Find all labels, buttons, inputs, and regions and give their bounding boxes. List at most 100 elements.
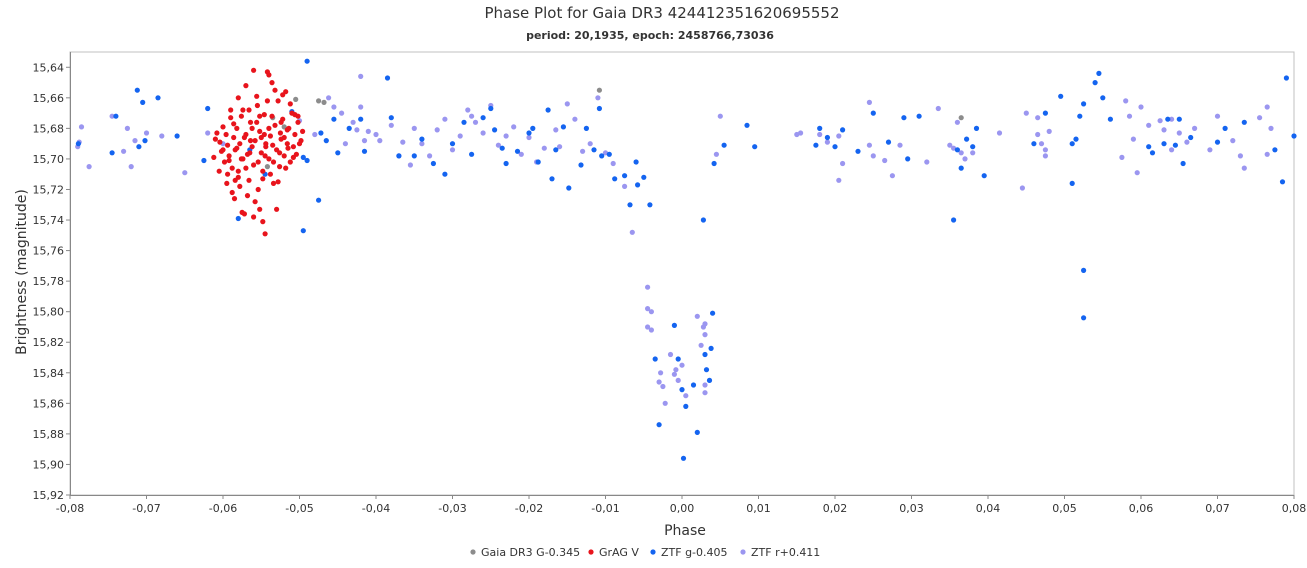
data-point xyxy=(817,125,823,131)
data-point xyxy=(287,101,293,107)
data-point xyxy=(1172,142,1178,148)
data-point xyxy=(700,217,707,223)
chart-title: Phase Plot for Gaia DR3 4244123516206955… xyxy=(485,4,840,22)
data-point xyxy=(526,130,532,136)
data-point xyxy=(671,322,678,328)
series-group xyxy=(211,67,306,237)
data-point xyxy=(220,147,226,153)
data-point xyxy=(645,306,651,312)
data-point xyxy=(564,101,570,107)
data-point xyxy=(469,113,475,119)
data-point xyxy=(284,127,290,133)
data-point xyxy=(702,321,708,327)
data-point xyxy=(1176,130,1182,136)
data-point xyxy=(1192,125,1198,131)
data-point xyxy=(449,147,456,153)
data-point xyxy=(1073,136,1079,142)
data-point xyxy=(675,356,681,362)
data-point xyxy=(287,159,293,165)
data-point xyxy=(702,382,708,388)
data-point xyxy=(1019,185,1025,191)
data-point xyxy=(257,113,263,119)
data-point xyxy=(675,377,681,383)
data-point xyxy=(419,136,425,142)
y-tick-label: 15,72 xyxy=(33,183,65,196)
legend-marker xyxy=(650,549,656,555)
data-point xyxy=(224,180,230,186)
data-point xyxy=(260,168,266,174)
data-point xyxy=(143,130,150,136)
legend-label: ZTF g-0.405 xyxy=(661,546,728,559)
data-point xyxy=(947,142,953,148)
data-point xyxy=(229,189,235,196)
data-point xyxy=(201,157,207,164)
data-point xyxy=(292,131,298,138)
data-point xyxy=(503,160,509,167)
data-point xyxy=(599,153,605,159)
y-tick-label: 15,74 xyxy=(33,214,65,227)
series-group xyxy=(75,73,1274,406)
data-point xyxy=(824,134,831,141)
data-point xyxy=(266,72,272,78)
data-point xyxy=(1157,118,1163,124)
data-point xyxy=(897,142,903,148)
data-point xyxy=(388,122,394,128)
data-point xyxy=(1096,70,1102,76)
data-point xyxy=(1081,267,1087,273)
data-point xyxy=(121,148,127,154)
data-point xyxy=(266,125,272,131)
data-point xyxy=(373,131,379,138)
data-point xyxy=(958,150,964,156)
data-point xyxy=(1081,315,1087,321)
data-point xyxy=(645,284,651,290)
data-point xyxy=(647,202,653,208)
x-tick-label: 0,04 xyxy=(976,502,1001,515)
data-point xyxy=(361,138,368,144)
data-point xyxy=(1138,104,1144,110)
data-point xyxy=(361,148,368,154)
data-point xyxy=(277,130,283,136)
data-point xyxy=(1264,151,1270,157)
data-point xyxy=(266,156,272,162)
data-point xyxy=(293,96,299,102)
data-point xyxy=(241,134,247,141)
data-point xyxy=(257,206,263,212)
data-point xyxy=(591,147,597,153)
data-point xyxy=(346,125,352,131)
data-point xyxy=(836,133,842,139)
data-point xyxy=(518,151,524,157)
data-point xyxy=(235,215,241,222)
data-point xyxy=(254,93,260,99)
y-tick-label: 15,92 xyxy=(33,489,65,502)
legend-marker xyxy=(740,549,746,555)
data-point xyxy=(247,150,253,156)
data-point xyxy=(905,156,911,162)
data-point xyxy=(557,144,563,150)
y-tick-label: 15,78 xyxy=(33,275,65,288)
data-point xyxy=(606,151,612,157)
data-point xyxy=(488,105,494,112)
data-point xyxy=(174,133,180,139)
data-point xyxy=(281,153,287,159)
data-point xyxy=(235,95,241,101)
data-point xyxy=(824,139,831,145)
data-point xyxy=(246,107,252,113)
data-point xyxy=(254,119,260,125)
data-point xyxy=(1241,119,1247,125)
data-point xyxy=(885,139,892,145)
data-point xyxy=(1165,116,1171,122)
data-point xyxy=(290,154,296,160)
data-point xyxy=(461,119,467,125)
data-point xyxy=(1161,127,1167,133)
data-point xyxy=(304,157,310,164)
data-point xyxy=(255,186,261,193)
data-point xyxy=(240,156,246,162)
data-point xyxy=(1042,110,1048,116)
data-point xyxy=(263,144,269,150)
data-point xyxy=(645,324,651,330)
data-point xyxy=(1214,113,1221,119)
data-point xyxy=(673,367,679,373)
data-point xyxy=(627,202,633,208)
data-point xyxy=(442,171,448,177)
data-point xyxy=(679,362,685,368)
